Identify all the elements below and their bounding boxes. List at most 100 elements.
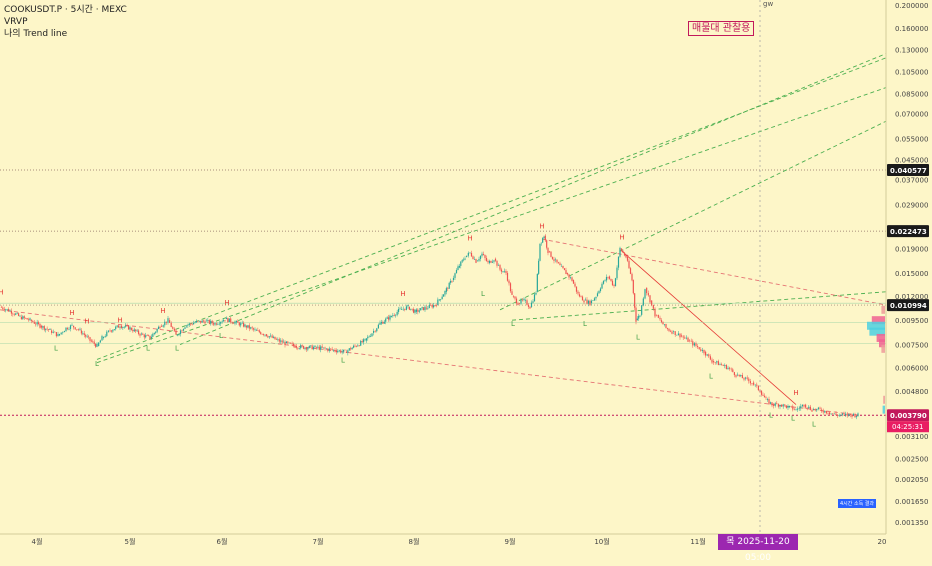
candle-body: [395, 314, 397, 316]
price-tick-label: 0.019000: [895, 245, 928, 253]
candle-body: [485, 257, 488, 261]
candle-body: [740, 375, 742, 377]
candle-body: [430, 304, 432, 306]
candle-body: [408, 306, 410, 310]
candle-body: [396, 311, 398, 315]
candle-body: [608, 276, 611, 279]
candle-body: [730, 368, 732, 370]
price-tick-label: 0.037000: [895, 177, 928, 185]
candle-body: [362, 339, 365, 343]
candle-body: [714, 362, 716, 363]
candle-body: [434, 305, 436, 306]
symbol-title[interactable]: COOKUSDT.P · 5시간 · MEXC: [4, 5, 127, 15]
price-marker-label: 0.003790: [890, 412, 927, 420]
chart-canvas[interactable]: H H H H H H H H H H H L L L L L L L L L L L L L L 0.200000 0.1600…: [0, 0, 932, 550]
candle-body: [139, 333, 141, 336]
candle-body: [9, 310, 11, 312]
candle-body: [45, 328, 47, 330]
indicator-vrvp[interactable]: VRVP: [4, 17, 28, 27]
candle-body: [250, 327, 252, 329]
candle-body: [651, 300, 653, 305]
price-levels: [0, 169, 886, 416]
candle-body: [614, 278, 617, 287]
volume-profile-bar: [867, 321, 885, 330]
candle-body: [52, 331, 54, 333]
candle-body: [514, 296, 516, 299]
candle-body: [201, 320, 203, 323]
candle-body: [237, 321, 239, 323]
price-axis[interactable]: 0.200000 0.160000 0.130000 0.105000 0.085000…: [885, 0, 929, 534]
candle-body: [261, 334, 263, 335]
candle-body: [732, 369, 734, 373]
candle-body: [607, 276, 609, 278]
candle-body: [277, 339, 279, 340]
candle-body: [769, 402, 772, 404]
candle-body: [470, 252, 473, 257]
candle-body: [188, 323, 190, 325]
candle-body: [300, 345, 302, 349]
candle-body: [310, 345, 312, 347]
candle-body: [461, 260, 463, 262]
candle-body: [743, 378, 745, 380]
candle-body: [729, 367, 731, 369]
candle-body: [817, 407, 819, 409]
candle-body: [285, 341, 288, 344]
candle-body: [125, 325, 127, 327]
candle-body: [574, 283, 576, 287]
candle-body: [191, 323, 193, 325]
candle-body: [435, 305, 438, 306]
candle-body: [241, 322, 243, 324]
candle-body: [542, 238, 544, 243]
indicator-trend-line[interactable]: 나의 Trend line: [4, 29, 68, 39]
candle-body: [194, 322, 196, 324]
candle-body: [255, 330, 258, 331]
candle-body: [547, 247, 549, 253]
candle-body: [690, 340, 692, 342]
candle-body: [668, 329, 670, 331]
candle-body: [62, 332, 64, 333]
candle-body: [176, 334, 179, 336]
candle-body: [733, 372, 735, 376]
candle-body: [407, 305, 409, 307]
candle-body: [317, 346, 319, 348]
candle-body: [92, 341, 94, 343]
alert-badge[interactable]: 매물대 관찰용: [688, 21, 755, 36]
candle-body: [735, 375, 737, 377]
candle-body: [805, 404, 807, 408]
candle-body: [676, 334, 678, 336]
candle-body: [373, 330, 375, 333]
candle-body: [404, 308, 406, 310]
candle-body: [441, 296, 443, 300]
candle-body: [724, 365, 726, 366]
pivot-low-label: L: [769, 412, 773, 420]
candle-body: [500, 269, 503, 272]
candle-body: [494, 258, 497, 261]
candle-body: [623, 252, 626, 256]
candle-body: [74, 327, 76, 330]
candle-body: [830, 413, 832, 415]
candle-body: [762, 394, 764, 396]
candle-body: [509, 283, 512, 292]
candle-body: [595, 296, 597, 299]
candle-body: [252, 328, 255, 330]
time-tick-label: 8월: [409, 537, 420, 546]
candle-body: [140, 333, 143, 335]
candle-body: [240, 323, 242, 326]
candle-body: [716, 361, 718, 363]
candle-body: [374, 330, 376, 332]
candle-body: [662, 322, 664, 325]
candle-body: [596, 293, 599, 297]
pivot-high-label: H: [117, 316, 122, 324]
candle-body: [454, 273, 456, 278]
time-tick-label: 6월: [217, 537, 228, 546]
candle-body: [17, 313, 20, 316]
candle-body: [619, 247, 621, 257]
candle-body: [46, 328, 48, 330]
candle-body: [798, 408, 800, 409]
volume-profile-bar: [876, 333, 885, 342]
candle-body: [215, 323, 218, 325]
price-marker-label: 0.010994: [890, 302, 927, 310]
candle-body: [311, 345, 313, 350]
candle-body: [142, 333, 144, 335]
candle-body: [86, 336, 88, 338]
